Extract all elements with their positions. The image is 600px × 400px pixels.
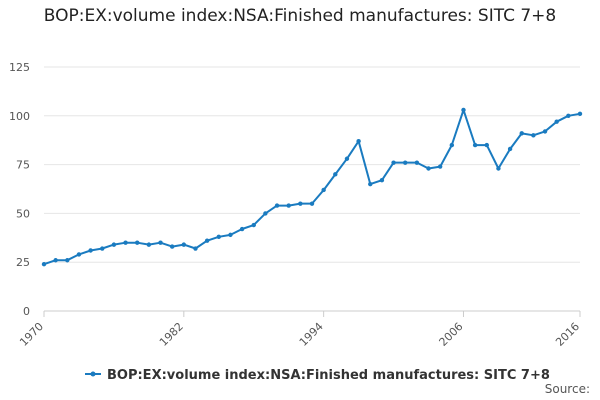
data-point-2014 xyxy=(554,119,559,124)
data-point-2010 xyxy=(507,146,513,152)
data-point-2000 xyxy=(391,160,396,165)
data-point-1987 xyxy=(239,226,245,232)
data-point-1993 xyxy=(309,201,315,206)
data-point-1988 xyxy=(251,222,256,228)
x-tick-label-1970: 1970 xyxy=(17,320,46,349)
y-tick-label-125: 125 xyxy=(9,61,30,74)
data-point-2005 xyxy=(449,142,455,148)
data-point-1982 xyxy=(181,242,187,247)
data-point-1995 xyxy=(333,172,338,177)
data-point-2009 xyxy=(496,166,501,171)
data-point-1999 xyxy=(379,178,385,183)
data-point-1971 xyxy=(53,258,58,263)
data-point-1991 xyxy=(286,203,291,208)
data-point-1992 xyxy=(298,201,303,206)
legend[interactable]: BOP:EX:volume index:NSA:Finished manufac… xyxy=(85,368,550,383)
data-point-1998 xyxy=(368,181,373,187)
chart-title: BOP:EX:volume index:NSA:Finished manufac… xyxy=(43,6,557,26)
data-point-2016 xyxy=(577,111,583,117)
data-point-1980 xyxy=(158,240,163,245)
x-tick-label-2016: 2016 xyxy=(553,320,582,349)
data-point-1977 xyxy=(123,240,128,245)
data-point-2012 xyxy=(531,133,536,138)
data-point-1997 xyxy=(356,138,361,144)
data-point-1984 xyxy=(204,238,210,243)
data-point-1996 xyxy=(344,156,350,161)
data-point-1973 xyxy=(76,252,82,257)
y-tick-label-50: 50 xyxy=(16,207,30,220)
data-point-2006 xyxy=(461,107,466,113)
x-tick-label-1982: 1982 xyxy=(157,320,186,349)
data-point-2007 xyxy=(472,142,478,148)
data-point-1986 xyxy=(228,232,233,238)
x-tick-label-2006: 2006 xyxy=(437,320,466,349)
data-point-1975 xyxy=(100,246,105,251)
y-tick-label-75: 75 xyxy=(16,159,30,172)
data-point-2015 xyxy=(566,113,571,119)
data-point-1978 xyxy=(135,240,140,245)
x-tick-label-1994: 1994 xyxy=(297,320,326,349)
data-point-1983 xyxy=(193,246,198,251)
data-point-2011 xyxy=(519,131,524,136)
grid-lines xyxy=(44,66,580,312)
data-point-1970 xyxy=(41,261,47,267)
data-point-2004 xyxy=(437,164,443,169)
data-point-2001 xyxy=(403,160,408,165)
source-label: Source: xyxy=(544,382,590,396)
data-point-1990 xyxy=(274,203,280,208)
y-tick-label-25: 25 xyxy=(16,256,30,269)
data-point-1979 xyxy=(146,242,152,247)
data-point-2002 xyxy=(414,160,420,165)
y-tick-label-0: 0 xyxy=(23,305,30,318)
legend-point-marker xyxy=(90,371,96,377)
data-point-1974 xyxy=(88,248,93,253)
data-point-2013 xyxy=(542,129,548,134)
data-point-1976 xyxy=(111,242,117,247)
data-point-1989 xyxy=(263,211,268,216)
legend-label: BOP:EX:volume index:NSA:Finished manufac… xyxy=(107,368,550,383)
data-point-2008 xyxy=(484,142,489,148)
series-line-layer xyxy=(41,107,583,267)
y-tick-label-100: 100 xyxy=(9,110,30,123)
data-point-1985 xyxy=(216,234,221,240)
data-point-1981 xyxy=(169,244,175,249)
data-point-1972 xyxy=(65,258,70,263)
data-point-1994 xyxy=(321,187,326,193)
data-point-2003 xyxy=(426,166,431,171)
